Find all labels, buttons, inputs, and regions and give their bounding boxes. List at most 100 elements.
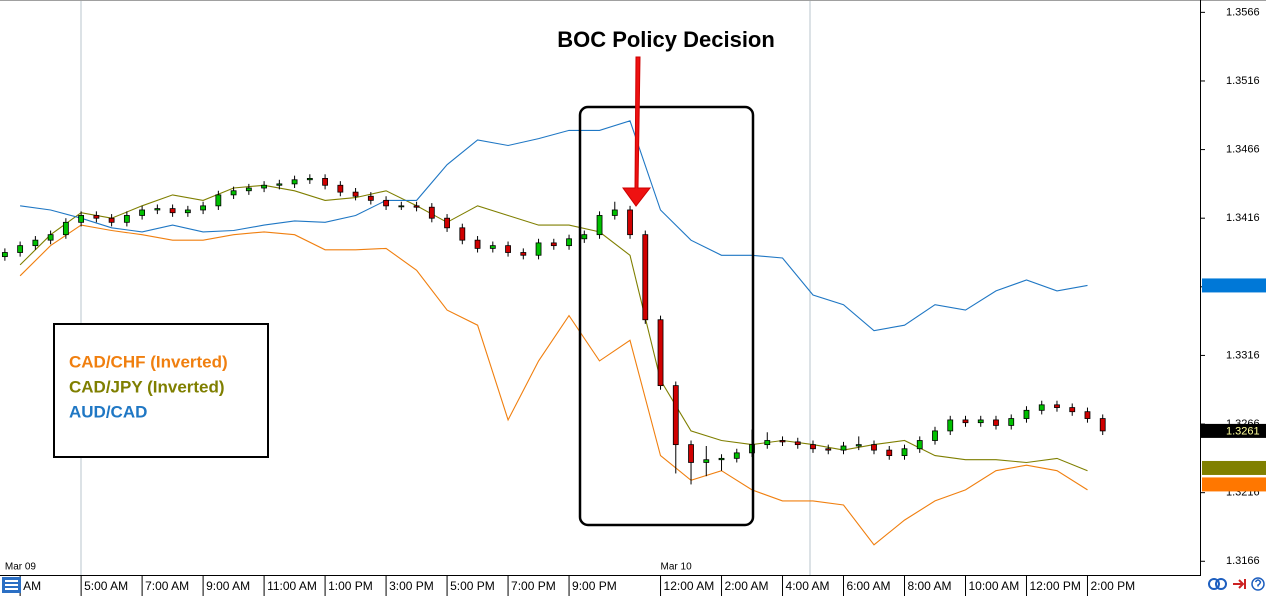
candle-body	[977, 419, 984, 424]
candle-body	[1038, 404, 1045, 411]
candle-body	[733, 452, 740, 459]
candle-body	[1099, 418, 1106, 432]
y-tick-label: 1.3516	[1226, 75, 1260, 87]
candle-body	[550, 242, 557, 247]
candle-body	[108, 217, 115, 223]
x-tick-label: 8:00 AM	[907, 579, 951, 593]
scroll-icon[interactable]	[1233, 579, 1246, 589]
candle-body	[383, 199, 389, 207]
help-icon[interactable]	[1251, 577, 1265, 591]
highlight-box	[578, 105, 755, 527]
arrow	[622, 56, 652, 207]
x-tick-label: 12:00 AM	[664, 579, 715, 593]
candle-body	[200, 205, 207, 211]
y-tick-label: 1.3566	[1226, 6, 1260, 18]
x-tick-label: 7:00 AM	[145, 579, 189, 593]
x-tick-label: 1:00 PM	[328, 579, 373, 593]
x-tick-label: 10:00 AM	[968, 579, 1019, 593]
date-label: Mar 10	[661, 562, 693, 573]
candle-body	[962, 419, 969, 424]
candle-body	[337, 184, 344, 193]
x-tick-label: 2:00 PM	[1090, 579, 1135, 593]
candle-body	[1, 252, 8, 258]
help-icon-mark	[1254, 579, 1262, 587]
candle-body	[230, 190, 237, 196]
candle-body	[474, 239, 481, 249]
link-icon	[1215, 578, 1227, 590]
candle-body	[581, 234, 588, 240]
y-tick-label: 1.3416	[1226, 212, 1260, 224]
legend: CAD/CHF (Inverted) CAD/JPY (Inverted) AU…	[53, 323, 269, 458]
candle-body	[1054, 404, 1060, 408]
candle-body	[672, 385, 679, 446]
candle-body	[916, 440, 923, 450]
price-marker	[1202, 278, 1266, 293]
candle-body	[413, 205, 420, 208]
candle-body	[932, 430, 938, 441]
candle-body	[840, 445, 847, 451]
x-tick-label: 9:00 AM	[206, 579, 250, 593]
series-line	[20, 120, 1088, 332]
annotation-title: BOC Policy Decision	[557, 27, 775, 52]
series-line	[19, 224, 1088, 546]
x-tick-label: AM	[23, 579, 41, 593]
candle-body	[139, 209, 146, 216]
candle-body	[169, 208, 176, 214]
candle-body	[245, 187, 252, 192]
candle-body	[566, 238, 572, 247]
x-tick-label: 5:00 AM	[84, 579, 128, 593]
candle-body	[78, 215, 85, 223]
menu-icon-line	[5, 580, 18, 582]
candle-body	[1023, 409, 1030, 419]
y-tick-label: 1.3466	[1226, 143, 1260, 155]
candle-body	[444, 217, 450, 229]
candle-body	[779, 440, 786, 443]
candle-body	[520, 252, 527, 256]
date-label: Mar 09	[5, 562, 37, 573]
legend-box	[53, 323, 269, 458]
candle-body	[261, 184, 267, 189]
last-price-marker	[1201, 423, 1266, 438]
candle-body	[352, 191, 359, 197]
series-line	[19, 184, 1088, 472]
x-tick-label: 5:00 PM	[450, 579, 495, 593]
candle-body	[642, 234, 649, 321]
link-icon[interactable]	[1208, 578, 1220, 590]
candle-body	[428, 206, 435, 219]
candle-body	[764, 440, 771, 446]
candle-body	[825, 448, 832, 451]
candle-body	[855, 444, 862, 447]
candle-body	[871, 444, 877, 451]
x-tick-label: 11:00 AM	[267, 579, 317, 593]
candle-body	[535, 242, 542, 256]
candle-body	[276, 183, 283, 186]
legend-entry: CAD/JPY (Inverted)	[69, 377, 225, 396]
menu-icon-line	[5, 584, 18, 586]
last-price-label: 1.3261	[1226, 425, 1260, 437]
candle-body	[505, 245, 511, 253]
candle-body	[1084, 411, 1091, 419]
candle-body	[794, 441, 801, 446]
candle-body	[901, 448, 908, 457]
candle-body	[657, 319, 664, 387]
candle-body	[703, 459, 710, 463]
x-tick-label: 7:00 PM	[511, 579, 556, 593]
annotations: BOC Policy Decision	[557, 27, 775, 527]
plot-back	[80, 0, 811, 575]
candle-body	[886, 449, 893, 457]
x-tick-label: 3:00 PM	[389, 579, 434, 593]
x-axis-area	[0, 576, 1266, 600]
x-tick-label: 9:00 PM	[572, 579, 617, 593]
toolbar-icons	[2, 577, 1265, 593]
candle-body	[489, 245, 496, 249]
candle-body	[810, 444, 816, 450]
y-tick-label: 1.3166	[1226, 555, 1260, 567]
x-tick-label: 6:00 AM	[847, 579, 891, 593]
candle-body	[993, 419, 999, 426]
x-tick-label: 4:00 AM	[786, 579, 830, 593]
candle-body	[459, 227, 466, 241]
y-tick-label: 1.3316	[1226, 349, 1260, 361]
candle-body	[947, 419, 954, 432]
